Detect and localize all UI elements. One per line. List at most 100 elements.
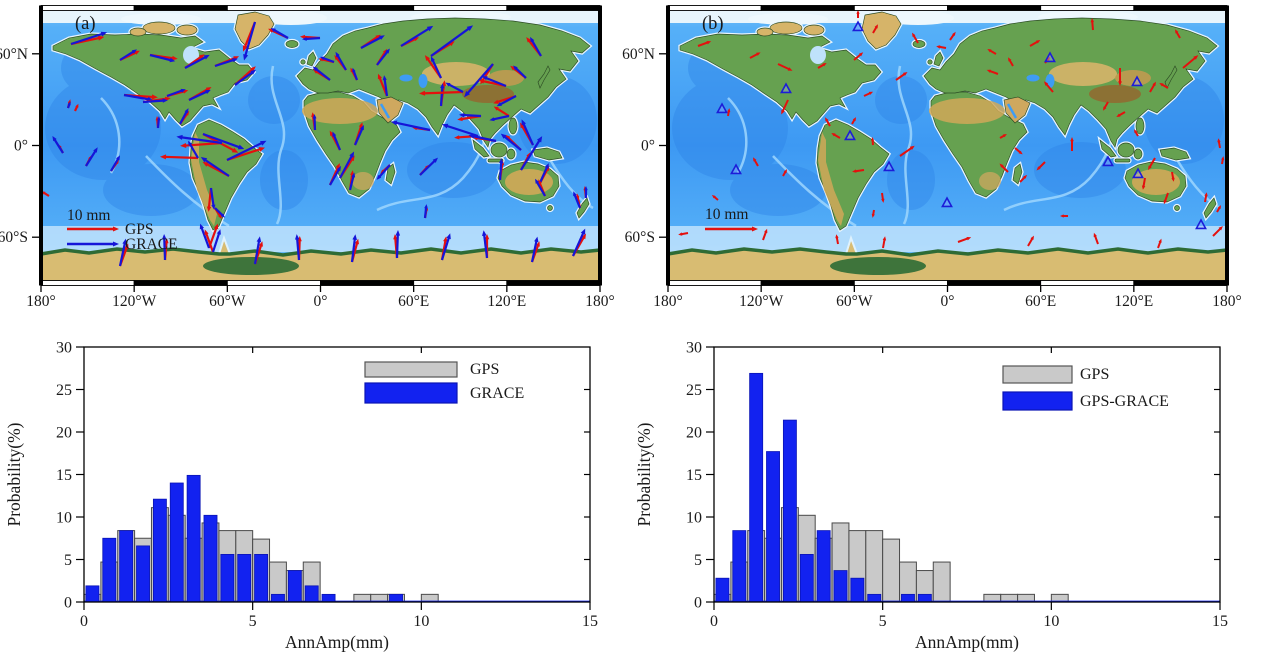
gps-vector-arrow — [85, 157, 92, 167]
gps-minus-grace-arrow-head — [1036, 40, 1041, 44]
grace-vector-arrow-head — [176, 134, 183, 140]
bars-layer — [83, 474, 590, 603]
gps-vector-arrow-head — [424, 55, 430, 61]
gps-minus-grace-arrow — [1217, 140, 1221, 149]
bar-grace — [220, 553, 235, 603]
frame-segment-top — [320, 5, 415, 11]
y-tick-label: 5 — [694, 552, 702, 569]
grace-vector-arrow — [234, 70, 255, 86]
gps-vector-arrow-head — [214, 223, 219, 230]
gps-vector-arrow-head — [88, 155, 92, 160]
gps-minus-grace-arrow — [762, 230, 768, 241]
frame-segment-bottom — [1133, 280, 1228, 286]
x-tick-label: 10 — [413, 613, 429, 630]
gps-vector-arrow — [243, 21, 257, 49]
lon-tick-label: 120°W — [112, 293, 156, 310]
gps-minus-grace-arrow-head — [874, 24, 878, 29]
bar-gps-grace — [901, 593, 915, 603]
gps-vector-arrow — [480, 63, 494, 83]
gps-minus-grace-arrow-head — [1036, 166, 1041, 171]
gps-vector-arrow-head — [258, 241, 263, 247]
grace-vector-arrow-head — [466, 25, 474, 31]
y-tick-label: 30 — [686, 340, 702, 357]
gps-vector-arrow-head — [545, 165, 550, 171]
bar-gps — [848, 530, 867, 603]
grace-vector-arrow-head — [351, 172, 356, 178]
y-tick-label: 0 — [694, 595, 702, 612]
grace-vector-arrow — [253, 239, 261, 265]
gps-minus-grace-arrow-head — [831, 133, 836, 137]
gps-minus-grace-arrow — [1008, 58, 1014, 67]
grace-vector-arrow-head — [536, 136, 543, 143]
grace-vector-arrow — [52, 137, 64, 154]
gps-vector-arrow-head — [349, 155, 355, 162]
lon-tick-label: 60°W — [836, 293, 873, 310]
gps-vector-arrow-head — [425, 164, 430, 169]
grace-vector-arrow — [142, 99, 165, 104]
grace-vector-arrow — [321, 56, 335, 64]
bar-gps — [797, 514, 816, 603]
gps-minus-grace-arrow — [949, 33, 956, 41]
gps-vector-arrow — [350, 241, 359, 263]
gps-minus-grace-arrow — [1212, 227, 1222, 237]
gps-vector-arrow — [320, 58, 335, 64]
grace-vector-arrow — [498, 160, 503, 181]
map-frame — [39, 5, 602, 286]
gps-minus-grace-arrow-head — [1008, 57, 1012, 62]
grace-vector-arrow — [209, 187, 215, 207]
gps-vector-arrow-head — [318, 57, 324, 62]
gps-vector-arrow-head — [160, 154, 167, 160]
gps-vector-arrow — [188, 87, 210, 101]
grace-vector-arrow-head — [352, 234, 357, 240]
gps-vector-arrow-head — [443, 236, 448, 242]
gps-vector-arrow-head — [412, 126, 417, 131]
legend-swatch-gps — [1002, 365, 1073, 384]
gps-vector-arrow-head — [199, 54, 205, 59]
gps-vector-arrow — [423, 208, 428, 219]
bar-gps — [915, 570, 934, 603]
grace-vector-arrow — [156, 118, 160, 129]
grace-vector-arrow-head — [131, 49, 137, 54]
grace-vector-arrow — [149, 53, 173, 62]
bar-gps — [730, 561, 749, 603]
map-a-svg: 180° 120°W 60°W 0° 60°E 120°E 180° 60°N 0° 60°S (a… — [0, 5, 615, 310]
gps-minus-grace-arrow-head — [1044, 81, 1049, 86]
gps-minus-grace-arrow-head — [1103, 106, 1107, 111]
bar-gps — [100, 561, 119, 603]
gps-vector-arrow-head — [75, 103, 79, 108]
bar-gps — [235, 530, 254, 603]
gps-vector-arrow — [439, 83, 446, 107]
legend-scale-arrow-head — [752, 226, 758, 232]
grace-vector-arrow — [350, 237, 357, 263]
gps-vector-arrow-head — [58, 144, 62, 149]
gps-minus-grace-arrow-head — [1158, 238, 1162, 243]
grace-vector-arrow — [352, 69, 359, 81]
gps-minus-grace-arrow — [1044, 57, 1050, 64]
bar-gps — [747, 530, 766, 603]
x-tick-label: 10 — [1043, 613, 1059, 630]
panel-label: (b) — [702, 14, 724, 34]
gps-minus-grace-arrow — [853, 53, 862, 61]
legend-gps-label: GPS — [125, 221, 153, 238]
scale-label: 10 mm — [705, 206, 749, 223]
gps-vector-arrow-head — [480, 78, 485, 85]
gps-minus-grace-arrow — [697, 41, 710, 47]
gps-vector-arrow — [183, 141, 223, 147]
gps-minus-grace-arrow-head — [852, 117, 856, 122]
grace-triangle-marker — [1044, 51, 1056, 63]
frame-right — [598, 5, 602, 286]
gps-vector-arrow — [118, 245, 129, 267]
gps-vector-arrow-head — [115, 159, 119, 164]
grace-vector-arrow — [514, 66, 527, 79]
grace-vector-arrow-head — [385, 48, 390, 54]
grace-vector-arrow-head — [464, 91, 470, 98]
grace-vector-arrow-head — [335, 51, 340, 58]
legend-gps-arrow-head — [113, 226, 119, 232]
gps-minus-grace-arrow — [912, 34, 919, 44]
gps-vector-arrow-head — [242, 45, 248, 52]
bar-gps — [387, 593, 405, 603]
gps-minus-grace-arrow — [835, 236, 839, 245]
gps-vector-arrow — [400, 37, 417, 47]
gps-minus-grace-arrow — [988, 69, 999, 75]
gps-vector-arrow — [207, 226, 218, 249]
